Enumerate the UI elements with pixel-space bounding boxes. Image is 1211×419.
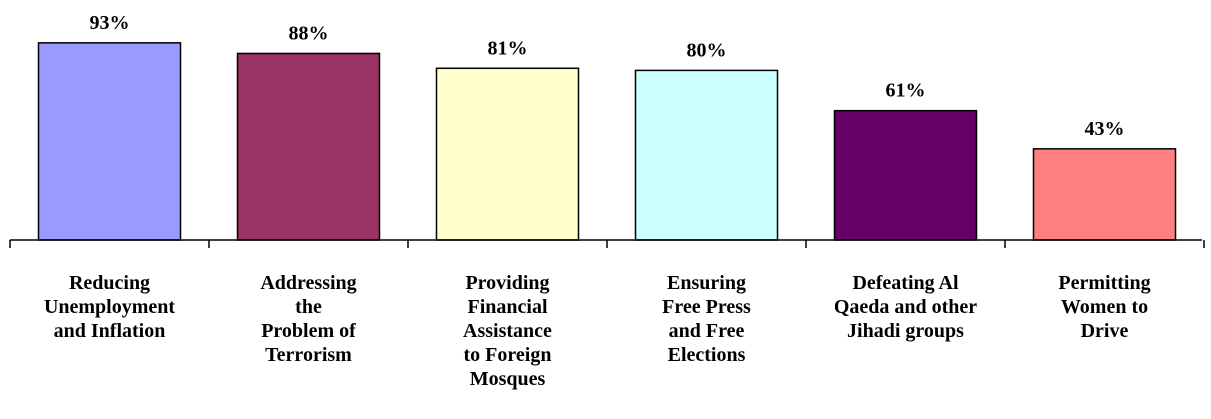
data-label: 80% bbox=[687, 39, 727, 61]
bar bbox=[435, 67, 580, 241]
bar bbox=[37, 42, 182, 241]
x-tick-label: Addressing the Problem of Terrorism bbox=[260, 272, 356, 366]
x-tick-label: Defeating Al Qaeda and other Jihadi groups bbox=[834, 272, 977, 342]
bar bbox=[833, 109, 978, 241]
x-tick-label: Ensuring Free Press and Free Elections bbox=[662, 272, 751, 366]
x-tick-label: Permitting Women to Drive bbox=[1058, 272, 1150, 342]
bar bbox=[1032, 148, 1177, 241]
data-label: 81% bbox=[488, 37, 528, 59]
x-tick-label: Reducing Unemployment and Inflation bbox=[44, 272, 175, 342]
x-tick-label: Providing Financial Assistance to Foreign Mo… bbox=[463, 272, 552, 390]
data-label: 93% bbox=[90, 12, 130, 34]
data-label: 43% bbox=[1085, 118, 1125, 140]
data-label: 61% bbox=[886, 80, 926, 102]
bar bbox=[236, 52, 381, 241]
bar bbox=[634, 69, 779, 241]
data-label: 88% bbox=[289, 22, 329, 44]
